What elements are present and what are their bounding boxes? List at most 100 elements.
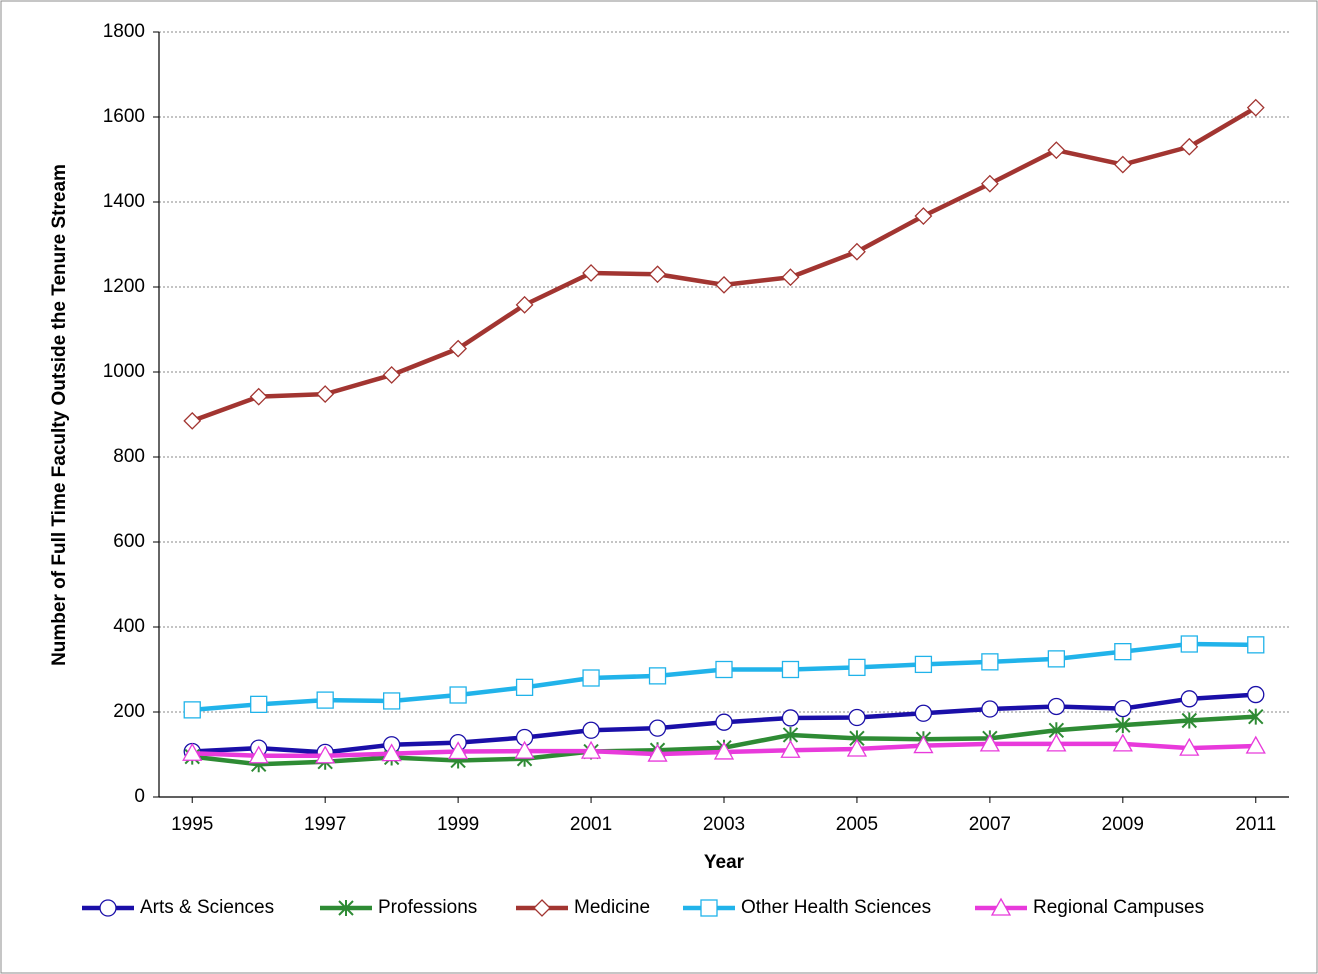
marker — [582, 669, 600, 687]
marker — [183, 701, 201, 719]
marker — [250, 695, 268, 713]
marker — [715, 275, 733, 294]
marker — [981, 700, 999, 718]
marker — [1047, 141, 1066, 160]
marker — [382, 366, 401, 384]
marker — [183, 411, 202, 430]
marker — [1114, 643, 1132, 661]
legend-item: Arts & Sciences — [82, 897, 274, 918]
marker — [1248, 708, 1264, 725]
marker — [848, 708, 866, 727]
legend-marker — [338, 900, 354, 916]
y-tick-label: 800 — [113, 446, 145, 467]
marker — [514, 740, 535, 759]
marker — [449, 339, 468, 358]
legend-marker — [99, 899, 117, 917]
legend-item: Professions — [320, 897, 477, 918]
legend-item: Medicine — [516, 897, 650, 918]
marker — [648, 719, 667, 737]
y-tick-label: 1600 — [103, 106, 145, 127]
y-tick-label: 400 — [113, 616, 145, 637]
y-tick-label: 1200 — [103, 276, 145, 297]
y-tick-label: 1800 — [103, 21, 145, 42]
marker — [182, 742, 203, 761]
x-tick-label: 1999 — [437, 814, 479, 835]
marker — [780, 739, 801, 758]
marker — [582, 721, 600, 739]
marker — [1246, 98, 1265, 117]
marker — [980, 174, 999, 193]
marker — [580, 740, 602, 759]
marker — [713, 741, 735, 760]
marker — [914, 704, 933, 722]
marker — [648, 265, 667, 284]
marker — [515, 678, 534, 696]
marker — [1113, 155, 1132, 174]
marker — [449, 686, 467, 704]
marker — [981, 653, 999, 671]
marker — [914, 207, 933, 225]
x-tick-label: 2005 — [836, 814, 878, 835]
marker — [315, 745, 336, 764]
legend-label: Professions — [378, 897, 477, 918]
marker — [1179, 737, 1200, 756]
legend-marker — [700, 899, 718, 917]
x-tick-label: 2007 — [969, 814, 1011, 835]
x-axis-title: Year — [704, 852, 745, 873]
x-tick-label: 1997 — [304, 814, 346, 835]
marker — [1047, 650, 1066, 668]
marker — [1114, 699, 1132, 718]
y-tick-label: 0 — [134, 786, 145, 807]
marker — [1047, 697, 1066, 716]
marker — [382, 692, 401, 710]
marker — [715, 713, 733, 731]
marker — [1181, 712, 1197, 729]
x-tick-label: 2009 — [1102, 814, 1144, 835]
marker — [1245, 735, 1266, 754]
legend-item: Other Health Sciences — [683, 897, 931, 918]
legend-label: Other Health Sciences — [741, 897, 931, 918]
marker — [913, 735, 934, 754]
marker — [848, 658, 866, 677]
marker — [448, 741, 469, 760]
legend-marker — [990, 897, 1012, 916]
marker — [381, 743, 402, 762]
x-tick-label: 2003 — [703, 814, 745, 835]
marker — [1115, 717, 1131, 734]
marker — [1180, 690, 1198, 708]
marker — [249, 387, 268, 406]
legend-item: Regional Campuses — [975, 897, 1204, 918]
y-tick-label: 200 — [113, 701, 145, 722]
marker — [648, 667, 667, 685]
y-tick-label: 1000 — [103, 361, 145, 382]
marker — [914, 655, 933, 674]
marker — [846, 738, 868, 757]
marker — [979, 733, 1000, 752]
legend-label: Regional Campuses — [1033, 897, 1204, 918]
x-tick-label: 1995 — [171, 814, 213, 835]
marker — [1247, 636, 1265, 654]
marker — [1046, 733, 1067, 752]
marker — [316, 385, 335, 404]
legend-label: Arts & Sciences — [140, 897, 274, 918]
x-tick-label: 2011 — [1235, 814, 1276, 835]
marker — [1112, 733, 1133, 752]
marker — [582, 264, 600, 282]
marker — [647, 743, 668, 762]
marker — [781, 709, 800, 727]
legend-marker — [533, 899, 551, 917]
x-tick-label: 2001 — [570, 814, 612, 835]
marker — [248, 745, 269, 764]
marker — [781, 268, 800, 287]
marker — [1180, 635, 1198, 653]
marker — [1180, 137, 1199, 156]
marker — [1247, 685, 1265, 704]
marker — [781, 660, 800, 679]
marker — [316, 691, 334, 709]
y-tick-label: 1400 — [103, 191, 145, 212]
legend-label: Medicine — [574, 897, 650, 918]
marker — [515, 295, 534, 314]
